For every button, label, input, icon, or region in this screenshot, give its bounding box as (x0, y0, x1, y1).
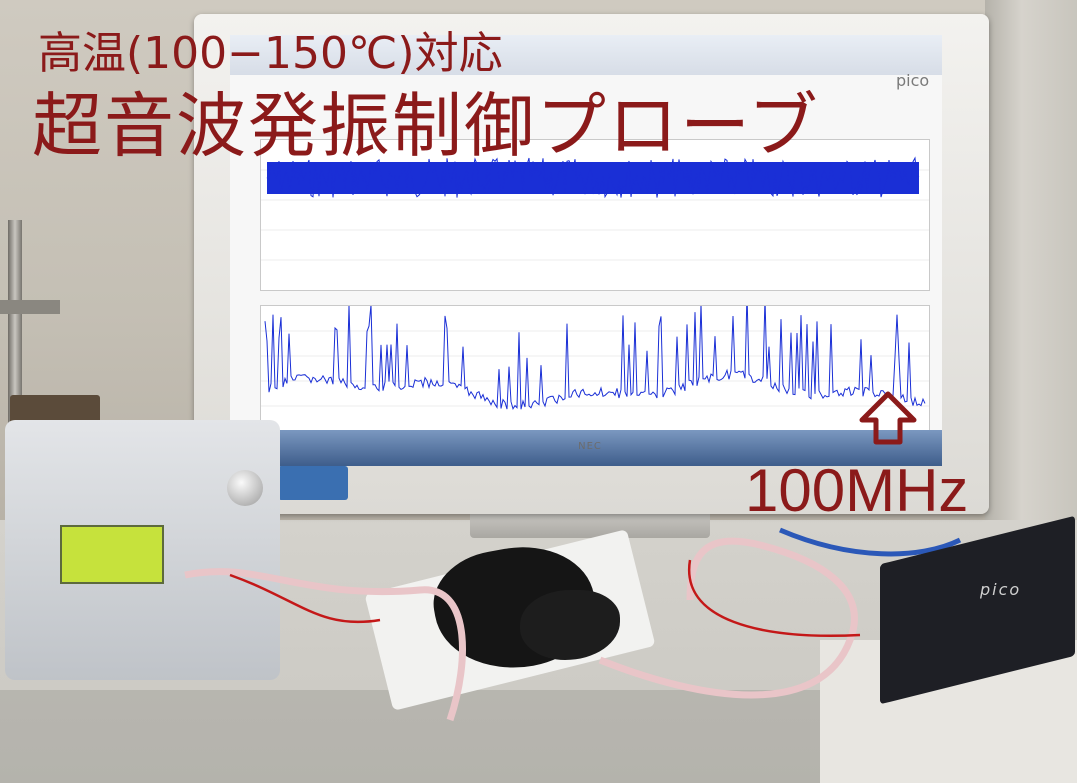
waveform-lower-signal (264, 293, 926, 411)
lab-stand-clamp (0, 300, 60, 314)
signal-generator (5, 420, 280, 680)
probe-sample-2 (520, 590, 620, 660)
waveform-panel-lower (260, 293, 930, 432)
partition-panel (985, 0, 1077, 560)
windows-logo-icon (278, 466, 348, 500)
lab-stand-pole (8, 220, 22, 450)
up-arrow-icon (859, 391, 917, 445)
waveform-panel-upper (260, 139, 930, 291)
monitor-screen: pico (230, 35, 942, 466)
tube-right (598, 537, 858, 699)
windows-taskbar (230, 430, 942, 466)
desk-shadow (0, 690, 850, 783)
pico-oscilloscope-label: pico (980, 580, 1022, 599)
nec-logo: NEC (578, 441, 602, 452)
waveform-lower-plot (261, 293, 929, 411)
signal-generator-display (60, 525, 164, 584)
pico-software-logo: pico (896, 71, 930, 90)
title-line-2: 超音波発振制御プローブ (32, 85, 820, 167)
scope-toolbar (230, 35, 942, 75)
pico-oscilloscope: pico (880, 515, 1077, 705)
signal-generator-knob (227, 470, 263, 506)
waveform-upper-noise (266, 156, 920, 199)
red-wire-right (687, 559, 861, 637)
waveform-upper-plot (261, 156, 929, 261)
pico-oscilloscope-body (880, 515, 1075, 705)
tube-left (184, 568, 466, 722)
red-wire-left (229, 573, 381, 624)
blue-cable (779, 527, 962, 557)
title-line-1: 高温(100−150℃)対応 (38, 28, 503, 79)
frequency-label: 100MHz (745, 457, 969, 524)
